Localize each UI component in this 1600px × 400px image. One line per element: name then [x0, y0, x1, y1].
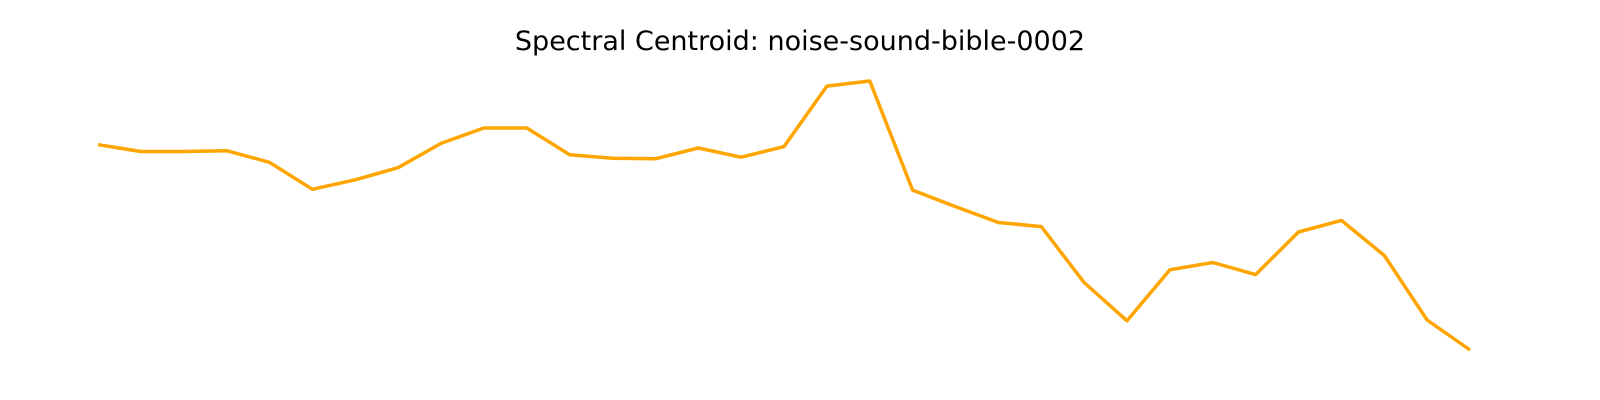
chart-title: Spectral Centroid: noise-sound-bible-000…	[514, 26, 1086, 57]
series-layer	[97, 79, 1472, 352]
series-line-0	[97, 79, 1472, 352]
